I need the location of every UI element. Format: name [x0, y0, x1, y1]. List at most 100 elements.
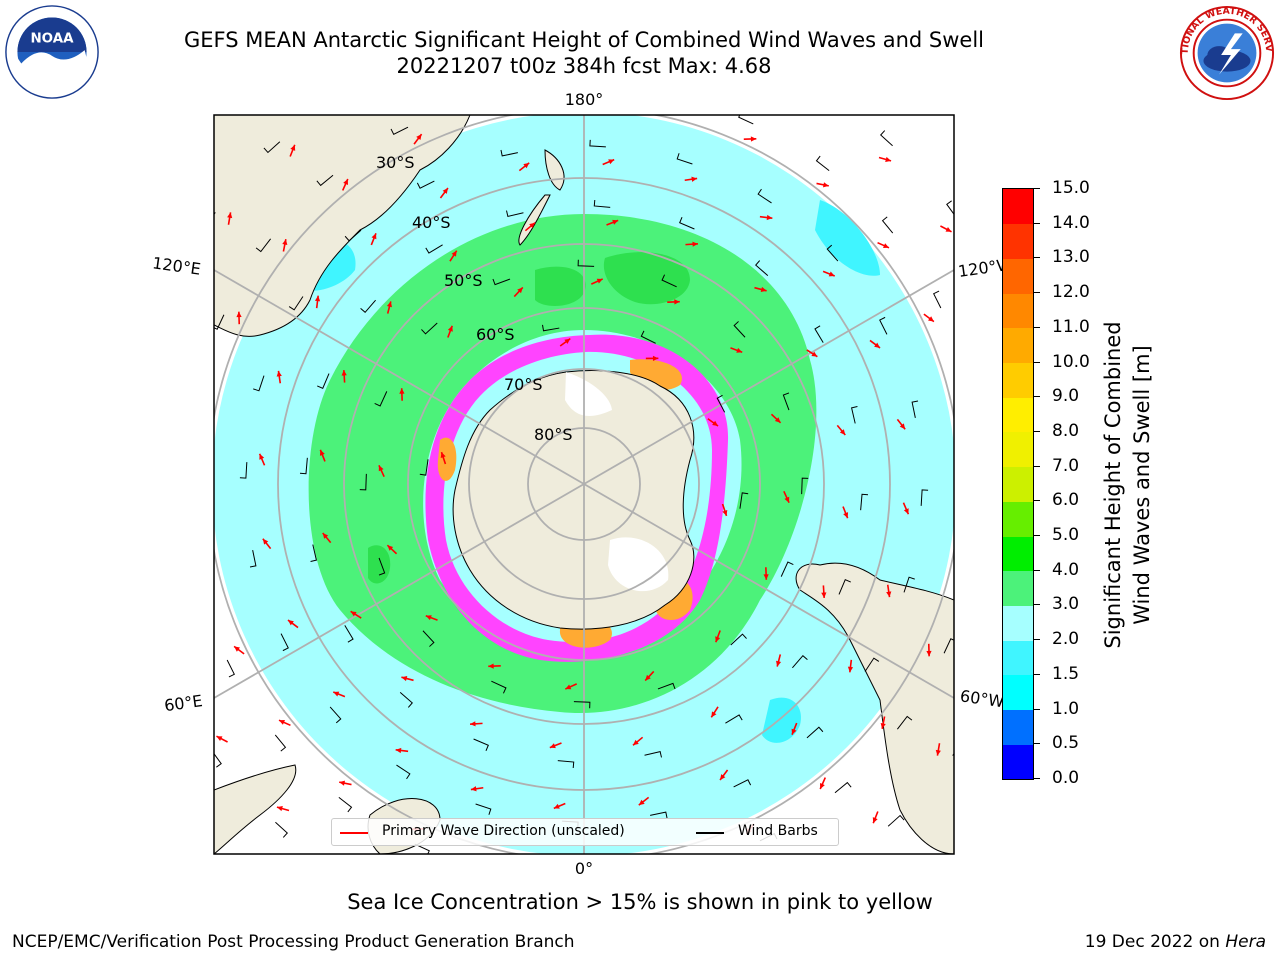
noaa-logo-text: NOAA	[30, 31, 74, 46]
wind-barb	[399, 692, 413, 708]
wave-arrow-head	[401, 676, 408, 682]
wind-barb	[317, 373, 330, 389]
nws-logo: NATIONAL WEATHER SERVICE	[1178, 4, 1274, 101]
wave-arrow-head	[387, 545, 394, 551]
ocean-green-band	[308, 214, 817, 714]
wave-arrow-head	[343, 179, 348, 185]
wave-arrow-head	[766, 214, 773, 221]
wind-barb	[657, 682, 676, 690]
wind-barb	[253, 375, 265, 392]
colorbar-title-line1: Significant Height of Combined	[1101, 321, 1125, 649]
colorbar-segment	[1003, 709, 1033, 745]
noaa-logo: NOAA	[5, 5, 99, 99]
wave-arrow-head	[341, 370, 347, 376]
wave-arrow-head	[596, 278, 603, 284]
antarctic-ice-shelf	[608, 537, 669, 592]
wave-arrow-head	[279, 720, 285, 725]
wind-barb	[374, 391, 388, 407]
new-zealand-south-island	[518, 194, 551, 246]
colorbar	[1002, 188, 1034, 780]
wave-arrow-head	[880, 722, 886, 729]
wind-barb	[299, 457, 308, 475]
footer-date-text: 19 Dec 2022 on	[1084, 932, 1226, 952]
colorbar-segment	[1003, 466, 1033, 502]
wind-barb	[920, 489, 929, 506]
wind-barb	[359, 473, 367, 491]
wind-barb	[946, 200, 954, 216]
wind-barb	[826, 244, 839, 262]
wind-barb	[834, 781, 852, 794]
wind-barb	[838, 579, 851, 595]
wave-arrow-head	[811, 351, 818, 357]
footer-credit: NCEP/EMC/Verification Post Processing Pr…	[12, 932, 575, 952]
sea-ice-note: Sea Ice Concentration > 15% is shown in …	[347, 890, 933, 914]
colorbar-tick	[1034, 292, 1040, 294]
wind-barb	[814, 325, 824, 343]
lon-label-180: 180°	[565, 90, 604, 109]
colorbar-tick-label: 0.5	[1052, 733, 1080, 754]
wave-arrow-head	[674, 299, 680, 305]
wind-barb	[280, 633, 289, 652]
wave-arrow-head	[488, 663, 494, 669]
ocean-brighter-green-patch	[368, 545, 391, 584]
wind-barb	[557, 760, 575, 769]
wind-barb	[344, 625, 354, 643]
wind-barb	[491, 680, 507, 694]
wave-arrow-head	[259, 453, 265, 460]
wave-arrow-head	[926, 650, 932, 657]
wind-barb	[896, 715, 913, 730]
wave-arrow-head	[720, 774, 726, 781]
wave-arrow-head	[886, 591, 892, 598]
wind-barb	[425, 244, 443, 254]
wind-barb	[329, 706, 342, 724]
colorbar-segment	[1003, 501, 1033, 537]
colorbar-segment	[1003, 293, 1033, 329]
colorbar-title-line2: Wind Waves and Swell [m]	[1130, 345, 1154, 625]
wave-arrow-head	[564, 338, 571, 344]
wave-arrow-head	[632, 739, 639, 746]
colorbar-segment	[1003, 674, 1033, 711]
wave-arrow-head	[843, 512, 849, 519]
wave-arrow-head	[722, 509, 728, 516]
wind-barb	[733, 321, 746, 338]
lon-label-120e: 120°E	[151, 253, 202, 279]
wave-arrow-head	[736, 347, 743, 353]
wind-barb	[239, 462, 248, 479]
wave-arrow-head	[763, 574, 769, 580]
wind-barb	[952, 752, 954, 756]
wind-barb	[338, 796, 353, 813]
wind-barb	[577, 259, 595, 267]
wind-barb	[879, 316, 888, 335]
map-legend: Primary Wave Direction (unscaled) Wind B…	[331, 818, 839, 846]
ocean-brighter-green-patch	[603, 252, 690, 305]
new-zealand-north-island	[544, 149, 565, 191]
colorbar-tick-label: 3.0	[1052, 594, 1080, 615]
wave-arrow-head	[945, 226, 952, 232]
wind-barb	[716, 394, 726, 413]
wind-barb	[881, 216, 894, 234]
colorbar-segment	[1003, 258, 1033, 294]
wave-arrow-head	[416, 134, 422, 140]
wind-barb	[864, 657, 880, 672]
wave-arrow-head	[371, 233, 377, 240]
wind-barb	[506, 210, 524, 218]
wind-barb	[903, 576, 915, 593]
wave-arrow-head	[712, 420, 719, 427]
wave-arrow-head	[350, 611, 357, 617]
colorbar-tick	[1034, 465, 1040, 467]
wave-arrow-head	[470, 721, 476, 727]
wind-barb	[860, 493, 869, 511]
wave-arrow-head	[399, 388, 405, 394]
wave-arrow-head	[883, 243, 889, 248]
wave-arrow-head	[276, 806, 283, 812]
wave-arrow-head	[760, 286, 767, 292]
lon-label-0: 0°	[575, 859, 593, 878]
footer-host: Hera	[1225, 932, 1266, 952]
lat-label-40s: 40°S	[412, 213, 451, 232]
wind-barb	[661, 274, 677, 288]
wind-barb	[344, 229, 362, 242]
wave-arrow-head	[652, 355, 659, 361]
wind-barb	[589, 139, 606, 148]
colorbar-tick-label: 14.0	[1052, 212, 1090, 233]
